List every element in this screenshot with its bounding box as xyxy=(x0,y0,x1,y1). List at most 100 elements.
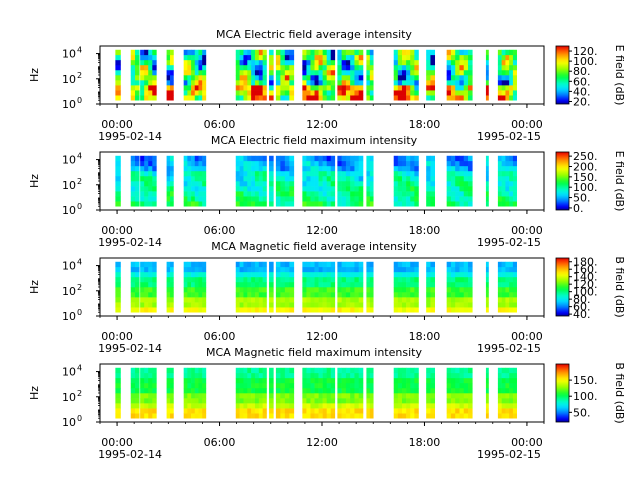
spectrogram-cell xyxy=(455,408,460,414)
spectrogram-cell xyxy=(463,281,469,288)
spectrogram-cell xyxy=(130,408,136,414)
spectrogram-cell xyxy=(397,175,403,182)
spectrogram-cell xyxy=(251,377,256,384)
spectrogram-cell xyxy=(326,201,332,207)
spectrogram-cell xyxy=(202,69,207,76)
spectrogram-cell xyxy=(275,403,281,409)
spectrogram-cell xyxy=(468,387,473,394)
spectrogram-cell xyxy=(130,382,136,389)
spectrogram-cell xyxy=(202,201,207,207)
spectrogram-cell xyxy=(497,387,502,394)
spectrogram-cell xyxy=(191,181,196,187)
spectrogram-cell xyxy=(191,85,196,91)
spectrogram-cell xyxy=(330,170,336,177)
spectrogram-cell xyxy=(130,75,136,81)
spectrogram-cell xyxy=(406,281,411,288)
spectrogram-cell xyxy=(509,387,514,394)
spectrogram-cell xyxy=(426,181,431,187)
spectrogram-cell xyxy=(306,276,311,283)
spectrogram-cell xyxy=(262,302,267,308)
spectrogram-cell xyxy=(130,196,136,202)
spectrogram-cell xyxy=(446,302,452,308)
spectrogram-cell xyxy=(318,49,323,56)
spectrogram-cell xyxy=(326,398,332,404)
spectrogram-cell xyxy=(289,69,295,76)
spectrogram-cell xyxy=(455,191,460,197)
spectrogram-cell xyxy=(426,261,431,268)
spectrogram-cell xyxy=(459,403,465,409)
spectrogram-cell xyxy=(140,64,145,71)
spectrogram-cell xyxy=(310,155,315,162)
spectrogram-cell xyxy=(350,382,355,389)
spectrogram-cell xyxy=(501,155,506,162)
spectrogram-cell xyxy=(341,80,347,86)
spectrogram-cell xyxy=(135,49,140,56)
spectrogram-cell xyxy=(326,261,332,268)
spectrogram-cell xyxy=(183,85,188,91)
spectrogram-cell xyxy=(414,281,419,288)
spectrogram-cell xyxy=(450,175,456,182)
spectrogram-cell xyxy=(275,59,281,66)
spectrogram-cell xyxy=(345,175,351,182)
spectrogram-cell xyxy=(258,413,263,419)
spectrogram-cell xyxy=(397,297,403,303)
spectrogram-cell xyxy=(130,191,136,197)
spectrogram-cell xyxy=(284,377,290,384)
spectrogram-cell xyxy=(198,307,203,313)
spectrogram-cell xyxy=(258,69,263,76)
spectrogram-cell xyxy=(243,170,248,177)
spectrogram-cell xyxy=(135,413,140,419)
spectrogram-cell xyxy=(247,170,252,177)
spectrogram-cell xyxy=(166,281,171,288)
spectrogram-cell xyxy=(426,165,431,172)
spectrogram-cell xyxy=(369,292,374,298)
spectrogram-cell xyxy=(345,59,351,66)
spectrogram-cell xyxy=(187,372,192,379)
spectrogram-cell xyxy=(247,196,252,202)
spectrogram-cell xyxy=(194,64,199,71)
spectrogram-cell xyxy=(318,191,323,197)
spectrogram-cell xyxy=(459,196,465,202)
spectrogram-cell xyxy=(369,377,374,384)
spectrogram-cell xyxy=(509,49,514,56)
spectrogram-cell xyxy=(198,64,203,71)
spectrogram-cell xyxy=(322,403,327,409)
spectrogram-cell xyxy=(152,186,157,192)
spectrogram-cell xyxy=(414,201,419,207)
spectrogram-cell xyxy=(354,261,360,268)
spectrogram-cell xyxy=(358,191,364,197)
spectrogram-cell xyxy=(497,367,502,374)
spectrogram-cell xyxy=(468,175,473,182)
spectrogram-cell xyxy=(289,307,295,313)
spectrogram-cell xyxy=(239,69,244,76)
spectrogram-cell xyxy=(337,377,342,384)
spectrogram-cell xyxy=(144,287,149,293)
spectrogram-cell xyxy=(450,266,456,273)
spectrogram-cell xyxy=(354,297,360,303)
spectrogram-cell xyxy=(289,54,295,61)
spectrogram-cell xyxy=(187,165,192,172)
spectrogram-cell xyxy=(269,297,274,303)
spectrogram-cell xyxy=(393,287,399,293)
spectrogram-cell xyxy=(505,59,510,66)
spectrogram-cell xyxy=(414,377,419,384)
spectrogram-cell xyxy=(140,387,145,394)
spectrogram-cell xyxy=(393,281,399,288)
spectrogram-cell xyxy=(459,377,465,384)
spectrogram-cell xyxy=(459,90,465,96)
spectrogram-cell xyxy=(170,266,174,273)
spectrogram-cell xyxy=(243,367,248,374)
spectrogram-cell xyxy=(430,64,436,71)
spectrogram-cell xyxy=(198,387,203,394)
spectrogram-cell xyxy=(512,403,517,409)
spectrogram-cell xyxy=(187,191,192,197)
spectrogram-cell xyxy=(468,186,473,192)
spectrogram-cell xyxy=(446,175,452,182)
spectrogram-cell xyxy=(198,181,203,187)
spectrogram-cell xyxy=(397,64,403,71)
spectrogram-cell xyxy=(269,271,274,278)
spectrogram-cell xyxy=(426,382,431,389)
spectrogram-cell xyxy=(468,90,473,96)
spectrogram-cell xyxy=(410,302,415,308)
